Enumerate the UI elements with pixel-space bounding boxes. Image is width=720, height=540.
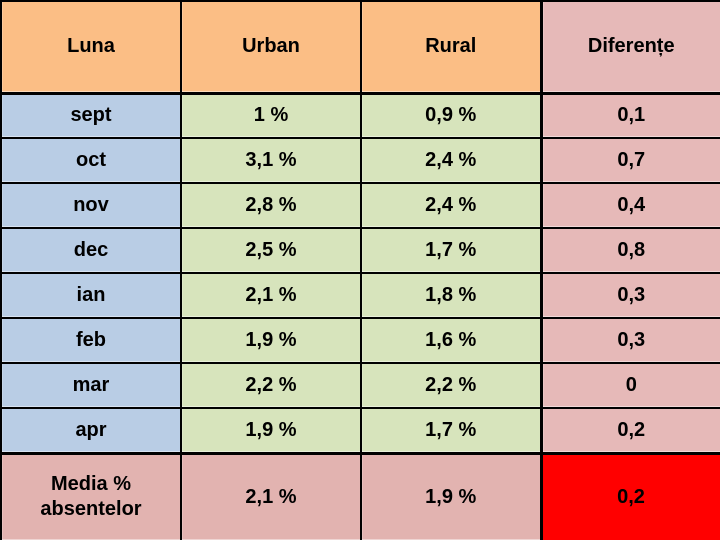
diff-highlight-cell: 0,2: [539, 451, 720, 540]
urban-value-cell: 1 %: [180, 92, 362, 139]
row-header-media: Media % absentelor: [0, 451, 182, 540]
column-header-diferente: Diferențe: [539, 0, 720, 95]
rural-value-cell: 1,7 %: [360, 227, 542, 274]
diff-value-cell: 0,4: [539, 182, 720, 229]
row-header-sept: sept: [0, 92, 182, 139]
rural-value-cell: 2,2 %: [360, 362, 542, 409]
table-row-media: Media % absentelor 2,1 % 1,9 % 0,2: [0, 451, 720, 540]
table-row-dec: dec 2,5 % 1,7 % 0,8: [0, 227, 720, 274]
rural-value-cell: 2,4 %: [360, 182, 542, 229]
row-header-apr: apr: [0, 407, 182, 454]
urban-value-cell: 2,1 %: [180, 451, 362, 540]
diff-value-cell: 0,3: [539, 317, 720, 364]
rural-value-cell: 2,4 %: [360, 137, 542, 184]
urban-value-cell: 2,8 %: [180, 182, 362, 229]
rural-value-cell: 1,8 %: [360, 272, 542, 319]
header-row: Luna Urban Rural Diferențe: [0, 0, 720, 95]
diff-value-cell: 0,2: [539, 407, 720, 454]
rural-value-cell: 0,9 %: [360, 92, 542, 139]
row-header-nov: nov: [0, 182, 182, 229]
row-header-ian: ian: [0, 272, 182, 319]
rural-value-cell: 1,9 %: [360, 451, 542, 540]
column-header-rural: Rural: [360, 0, 542, 95]
row-header-feb: feb: [0, 317, 182, 364]
diff-value-cell: 0: [539, 362, 720, 409]
rural-value-cell: 1,7 %: [360, 407, 542, 454]
table-row-sept: sept 1 % 0,9 % 0,1: [0, 92, 720, 139]
urban-value-cell: 2,1 %: [180, 272, 362, 319]
rural-value-cell: 1,6 %: [360, 317, 542, 364]
diff-value-cell: 0,1: [539, 92, 720, 139]
urban-value-cell: 3,1 %: [180, 137, 362, 184]
urban-value-cell: 2,5 %: [180, 227, 362, 274]
row-header-oct: oct: [0, 137, 182, 184]
column-header-luna: Luna: [0, 0, 182, 95]
urban-value-cell: 1,9 %: [180, 317, 362, 364]
table-row-feb: feb 1,9 % 1,6 % 0,3: [0, 317, 720, 364]
row-header-dec: dec: [0, 227, 182, 274]
table-row-apr: apr 1,9 % 1,7 % 0,2: [0, 407, 720, 454]
table-row-mar: mar 2,2 % 2,2 % 0: [0, 362, 720, 409]
table-row-nov: nov 2,8 % 2,4 % 0,4: [0, 182, 720, 229]
column-header-urban: Urban: [180, 0, 362, 95]
urban-value-cell: 2,2 %: [180, 362, 362, 409]
diff-value-cell: 0,3: [539, 272, 720, 319]
diff-value-cell: 0,8: [539, 227, 720, 274]
table-row-ian: ian 2,1 % 1,8 % 0,3: [0, 272, 720, 319]
urban-value-cell: 1,9 %: [180, 407, 362, 454]
diff-value-cell: 0,7: [539, 137, 720, 184]
row-header-mar: mar: [0, 362, 182, 409]
table-row-oct: oct 3,1 % 2,4 % 0,7: [0, 137, 720, 184]
